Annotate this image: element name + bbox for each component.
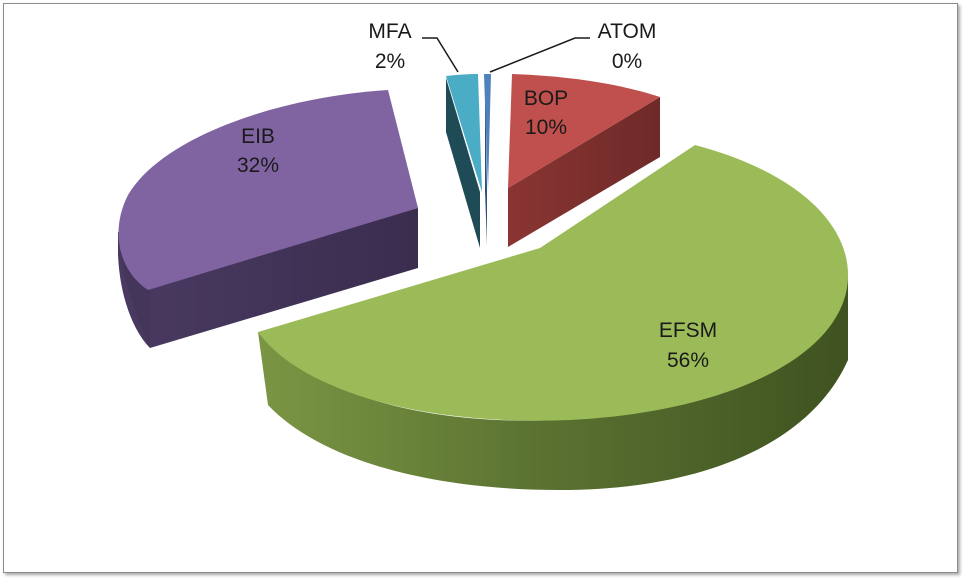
- slice-bop[interactable]: [508, 74, 660, 247]
- slice-atom-top: [484, 74, 491, 190]
- slice-mfa[interactable]: [446, 74, 482, 248]
- label-eib-percent: 32%: [237, 154, 279, 177]
- slice-mfa-side: [446, 78, 480, 248]
- slice-bop-top: [508, 74, 660, 188]
- slice-eib-side-outer: [118, 232, 150, 348]
- slice-efsm[interactable]: [258, 145, 849, 490]
- leader-line-mfa: [422, 37, 459, 73]
- label-efsm-percent: 56%: [667, 349, 709, 372]
- label-eib-name: EIB: [241, 125, 275, 148]
- slice-eib-top: [118, 90, 419, 290]
- slice-efsm-side: [258, 275, 848, 490]
- label-atom-name: ATOM: [598, 20, 657, 43]
- label-bop-percent: 10%: [525, 116, 567, 139]
- slice-eib[interactable]: [118, 90, 419, 348]
- label-efsm-name: EFSM: [659, 319, 717, 342]
- label-bop-name: BOP: [524, 87, 568, 110]
- label-atom-percent: 0%: [612, 50, 642, 73]
- slice-efsm-top: [258, 145, 849, 421]
- slice-bop-side: [508, 97, 660, 247]
- slice-atom[interactable]: [484, 74, 491, 246]
- label-mfa-percent: 2%: [375, 50, 405, 73]
- slice-mfa-top: [446, 74, 482, 192]
- label-mfa-name: MFA: [368, 20, 411, 43]
- leader-line-atom: [489, 37, 590, 73]
